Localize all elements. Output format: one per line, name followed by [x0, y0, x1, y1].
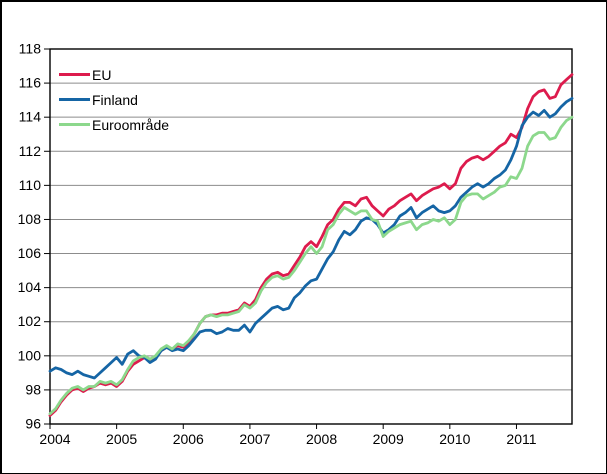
legend-line-eu-icon — [59, 73, 90, 76]
y-tick-label: 114 — [19, 109, 42, 125]
y-tick-label: 106 — [18, 245, 42, 261]
y-tick-label: 96 — [25, 416, 41, 432]
legend-label-finland: Finland — [92, 91, 138, 108]
legend-line-finland-icon — [59, 98, 90, 101]
series-line-2 — [48, 115, 574, 416]
y-tick-label: 104 — [18, 279, 42, 295]
y-tick-label: 116 — [19, 75, 42, 91]
x-axis: 2004 2005 2006 2007 2008 2009 2010 2011 — [39, 424, 537, 447]
y-tick-label: 110 — [19, 177, 42, 193]
x-tick-label: 2009 — [373, 431, 404, 447]
legend-line-euroomrade-icon — [59, 123, 90, 126]
legend-item-euroomrade: Euroområde — [59, 112, 169, 137]
y-axis: 96 98 100 102 104 106 108 110 112 114 116 118 — [18, 41, 50, 432]
y-tick-label: 102 — [18, 313, 42, 329]
plot-frame — [49, 48, 573, 425]
y-tick-label: 98 — [25, 381, 41, 397]
legend-label-euroomrade: Euroområde — [92, 116, 170, 133]
x-tick-label: 2005 — [106, 431, 137, 447]
y-tick-label: 112 — [19, 143, 42, 159]
x-tick-label: 2007 — [239, 431, 270, 447]
series-line-1 — [48, 97, 574, 380]
y-tick-label: 108 — [18, 211, 42, 227]
y-tick-label: 118 — [19, 41, 42, 57]
y-tick-label: 100 — [18, 347, 42, 363]
legend: EU Finland Euroområde — [59, 62, 169, 137]
legend-label-eu: EU — [92, 66, 112, 83]
x-tick-label: 2010 — [439, 431, 470, 447]
legend-item-eu: EU — [59, 62, 169, 87]
series-line-0 — [48, 73, 574, 417]
x-tick-label: 2008 — [306, 431, 337, 447]
x-tick-label: 2004 — [39, 431, 70, 447]
legend-item-finland: Finland — [59, 87, 169, 112]
x-tick-label: 2011 — [506, 431, 536, 447]
x-tick-label: 2006 — [173, 431, 204, 447]
